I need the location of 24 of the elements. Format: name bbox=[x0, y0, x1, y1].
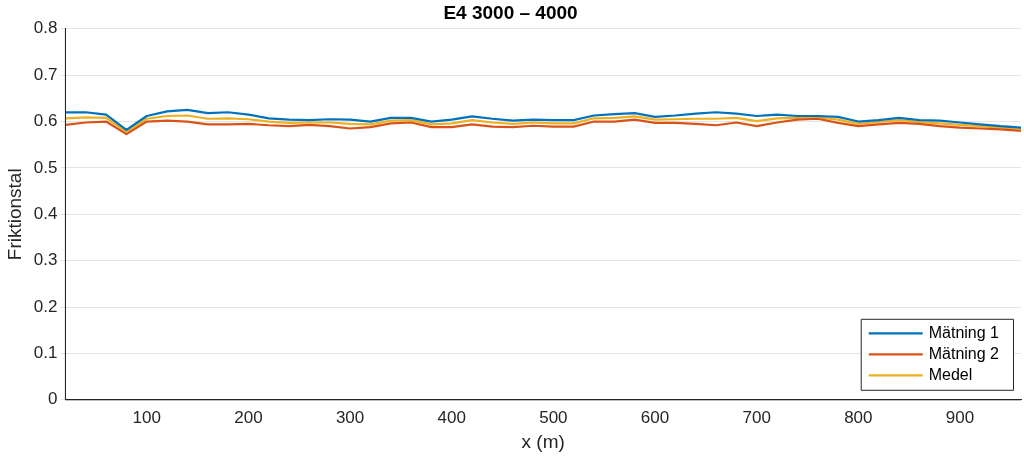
x-tick-label: 900 bbox=[945, 407, 975, 427]
x-tick-label: 500 bbox=[539, 407, 568, 427]
chart-title: E4 3000 – 4000 bbox=[443, 1, 578, 23]
x-tick-label: 700 bbox=[742, 407, 771, 427]
y-tick-label: 0.4 bbox=[33, 203, 58, 223]
y-axis-title: Friktionstal bbox=[3, 168, 25, 261]
y-tick-label: 0.1 bbox=[33, 343, 58, 363]
x-tick-label: 200 bbox=[234, 407, 263, 427]
x-tick-label: 100 bbox=[132, 407, 161, 427]
legend-label: Mätning 1 bbox=[928, 323, 1000, 341]
x-axis-title: x (m) bbox=[521, 430, 565, 452]
y-tick-label: 0.3 bbox=[33, 250, 58, 270]
y-tick-label: 0.2 bbox=[33, 296, 58, 316]
y-tick-label: 0.7 bbox=[33, 64, 58, 84]
x-tick-label: 600 bbox=[640, 407, 670, 427]
legend-label: Mätning 2 bbox=[928, 344, 1000, 362]
x-tick-label: 300 bbox=[335, 407, 365, 427]
y-tick-label: 0 bbox=[47, 389, 58, 409]
x-tick-label: 800 bbox=[844, 407, 873, 427]
y-tick-label: 0.8 bbox=[33, 18, 58, 38]
legend-label: Medel bbox=[928, 365, 973, 383]
x-tick-label: 400 bbox=[437, 407, 466, 427]
y-tick-label: 0.5 bbox=[33, 157, 58, 177]
y-tick-label: 0.6 bbox=[33, 111, 58, 131]
